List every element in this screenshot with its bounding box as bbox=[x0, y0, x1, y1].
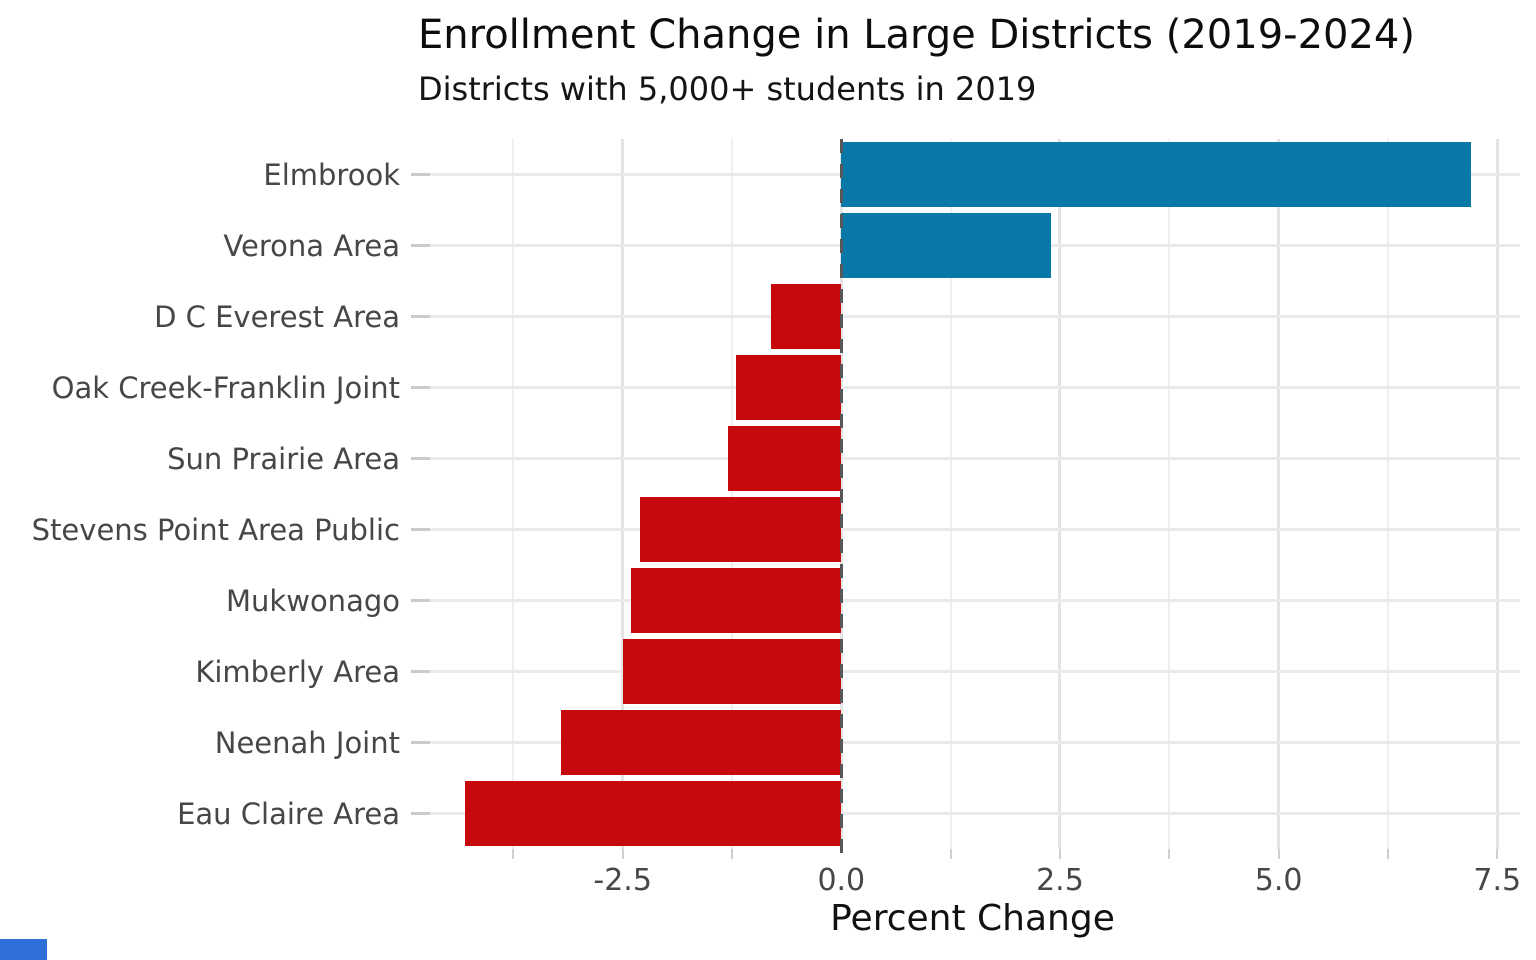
x-tick bbox=[512, 849, 515, 859]
y-tick bbox=[411, 457, 430, 460]
plot-area bbox=[425, 139, 1520, 860]
zero-reference-line bbox=[839, 139, 843, 860]
y-tick bbox=[411, 812, 430, 815]
y-label-neenah-joint: Neenah Joint bbox=[214, 725, 400, 760]
y-label-mukwonago: Mukwonago bbox=[226, 583, 400, 618]
row-gridline bbox=[425, 670, 1520, 673]
chart-subtitle: Districts with 5,000+ students in 2019 bbox=[418, 70, 1037, 108]
y-tick bbox=[411, 741, 430, 744]
x-tick-label: -2.5 bbox=[593, 863, 652, 898]
major-gridline bbox=[1495, 139, 1499, 849]
y-tick bbox=[411, 315, 430, 318]
bar-verona-area bbox=[841, 213, 1052, 278]
x-tick-label: 5.0 bbox=[1254, 863, 1303, 898]
x-axis-title: Percent Change bbox=[830, 898, 1115, 939]
y-label-oak-creek-franklin-joint: Oak Creek-Franklin Joint bbox=[51, 370, 400, 405]
row-gridline bbox=[425, 599, 1520, 602]
x-tick bbox=[949, 849, 952, 859]
bar-mukwonago bbox=[631, 568, 842, 633]
row-gridline bbox=[425, 741, 1520, 744]
row-gridline bbox=[425, 315, 1520, 318]
y-tick bbox=[411, 528, 430, 531]
minor-gridline bbox=[512, 139, 515, 849]
bar-d-c-everest-area bbox=[771, 284, 842, 349]
row-gridline bbox=[425, 812, 1520, 815]
y-label-elmbrook: Elmbrook bbox=[263, 157, 400, 192]
bar-neenah-joint bbox=[561, 710, 842, 775]
bar-stevens-point-area-public bbox=[640, 497, 842, 562]
x-tick bbox=[1496, 849, 1499, 859]
y-label-stevens-point-area-public: Stevens Point Area Public bbox=[31, 512, 400, 547]
bar-eau-claire-area bbox=[465, 781, 842, 846]
chart-title: Enrollment Change in Large Districts (20… bbox=[418, 12, 1415, 58]
minor-gridline bbox=[949, 139, 952, 849]
bottom-left-blue-badge bbox=[0, 939, 47, 960]
x-tick bbox=[1058, 849, 1061, 859]
y-label-kimberly-area: Kimberly Area bbox=[195, 654, 400, 689]
y-tick bbox=[411, 599, 430, 602]
row-gridline bbox=[425, 386, 1520, 389]
bar-sun-prairie-area bbox=[727, 426, 842, 491]
x-tick bbox=[1168, 849, 1171, 859]
x-tick-label: 7.5 bbox=[1473, 863, 1522, 898]
x-tick-label: 2.5 bbox=[1036, 863, 1084, 898]
y-label-d-c-everest-area: D C Everest Area bbox=[154, 299, 400, 334]
x-tick bbox=[1277, 849, 1280, 859]
x-tick-label: 0.0 bbox=[817, 863, 866, 898]
y-label-sun-prairie-area: Sun Prairie Area bbox=[167, 441, 400, 476]
bar-elmbrook bbox=[841, 142, 1471, 207]
major-gridline bbox=[1058, 139, 1062, 849]
y-tick bbox=[411, 670, 430, 673]
x-tick bbox=[621, 849, 624, 859]
x-tick bbox=[1386, 849, 1389, 859]
y-tick bbox=[411, 173, 430, 176]
minor-gridline bbox=[730, 139, 733, 849]
y-label-verona-area: Verona Area bbox=[223, 228, 400, 263]
y-tick bbox=[411, 386, 430, 389]
major-gridline bbox=[621, 139, 625, 849]
minor-gridline bbox=[1168, 139, 1171, 849]
row-gridline bbox=[425, 457, 1520, 460]
row-gridline bbox=[425, 528, 1520, 531]
bar-oak-creek-franklin-joint bbox=[736, 355, 842, 420]
y-label-eau-claire-area: Eau Claire Area bbox=[177, 796, 400, 831]
minor-gridline bbox=[1386, 139, 1389, 849]
bar-kimberly-area bbox=[622, 639, 842, 704]
major-gridline bbox=[1277, 139, 1281, 849]
y-tick bbox=[411, 244, 430, 247]
x-tick bbox=[730, 849, 733, 859]
